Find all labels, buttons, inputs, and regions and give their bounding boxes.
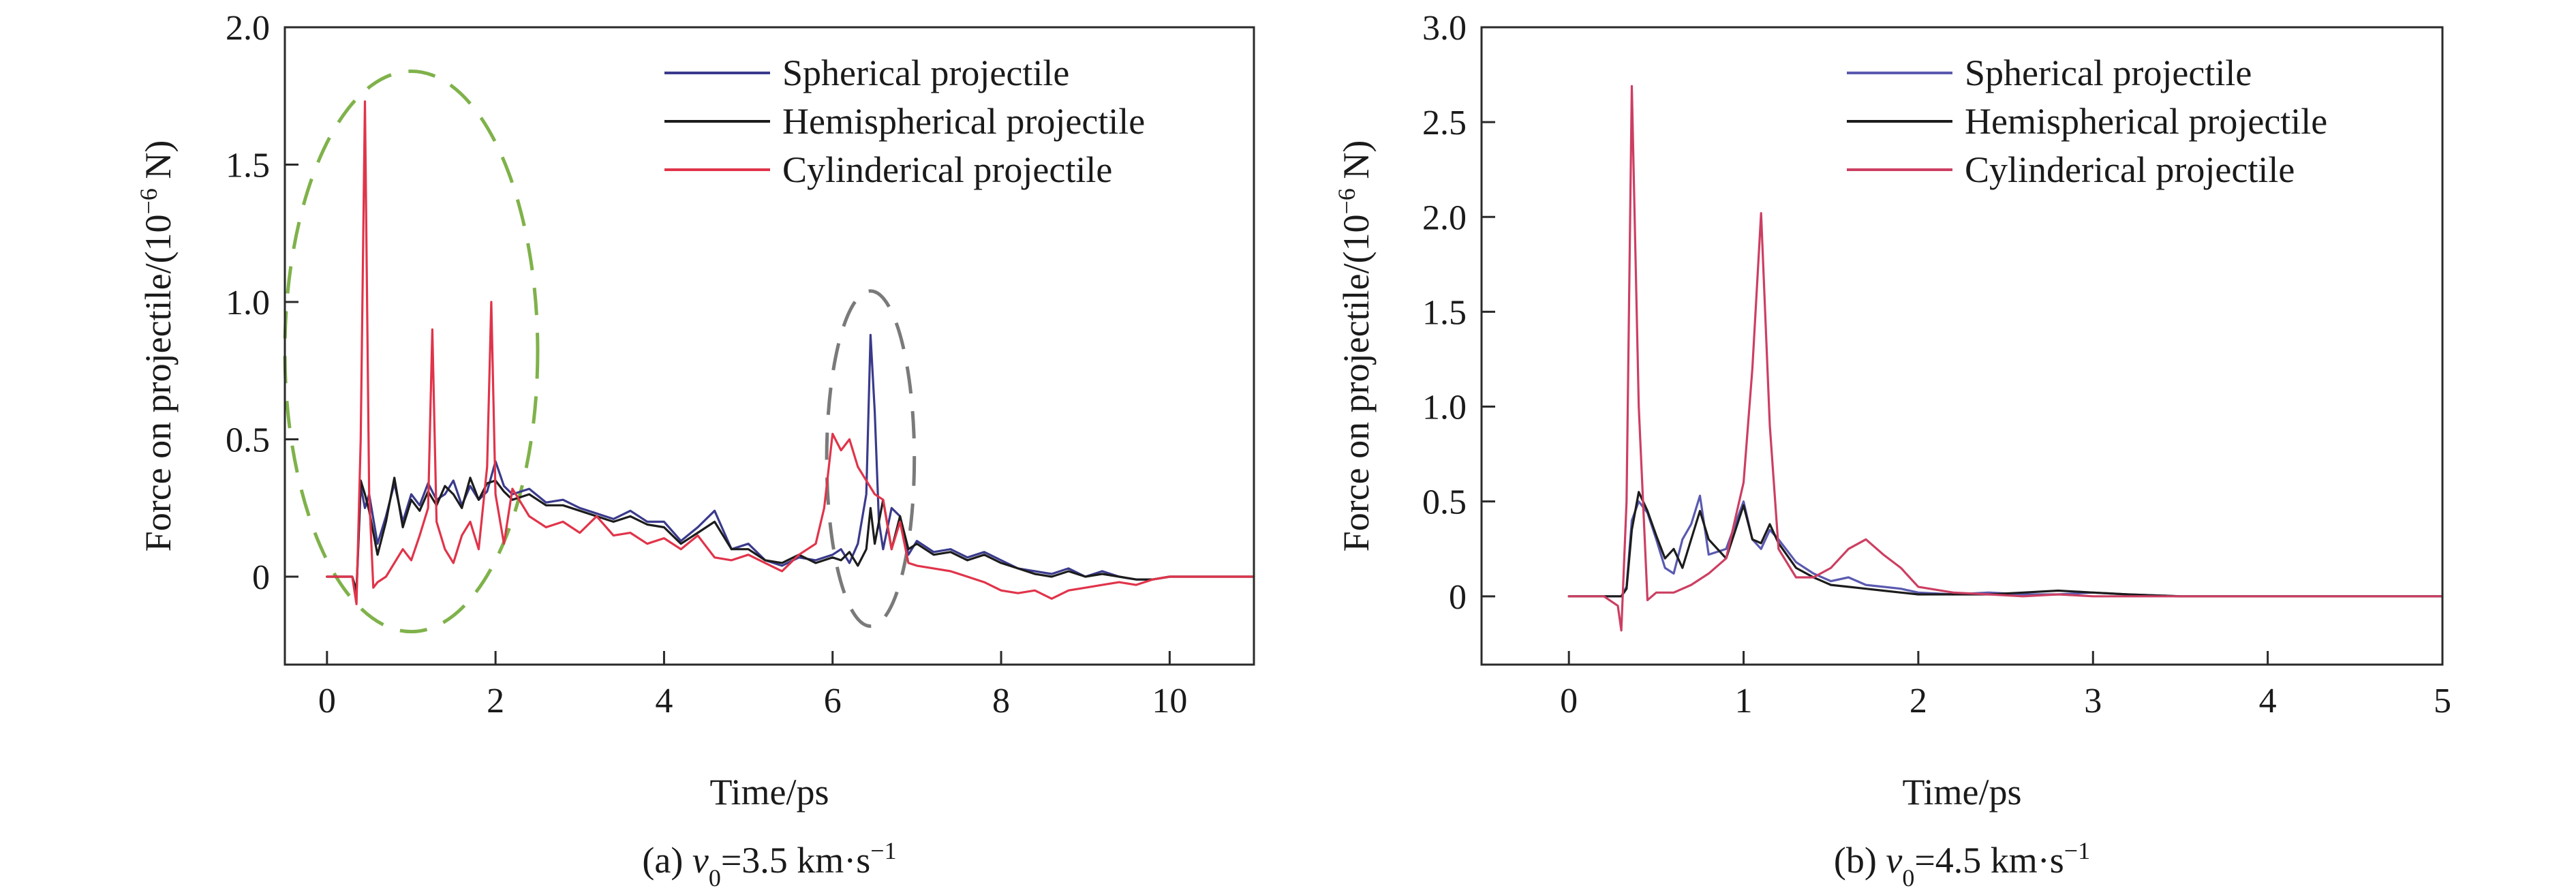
plot-frame [1480, 26, 2444, 666]
panel-caption: (b) v0=4.5 km·s−1 [1834, 837, 2090, 892]
legend: Spherical projectile Hemispherical projec… [1847, 52, 2327, 190]
series-line-cylinderical-projectile [326, 100, 1255, 605]
y-tick-label: 1.0 [1422, 389, 1467, 427]
y-tick-label: 1.5 [1422, 293, 1467, 332]
x-tick-label: 2 [487, 682, 504, 720]
highlight-ellipse-2 [825, 289, 917, 628]
x-tick-label: 0 [318, 682, 336, 720]
legend-label: Hemispherical projectile [1965, 101, 2327, 142]
x-tick-label: 6 [824, 682, 842, 720]
y-tick-label: 0.5 [1422, 483, 1467, 522]
y-tick-label: 2.0 [226, 9, 270, 48]
x-tick-label: 2 [1910, 682, 1927, 720]
highlight-ellipse-1 [283, 69, 540, 634]
x-tick-label: 1 [1735, 682, 1753, 720]
panel-b: 0 1 2 3 4 5 0 0.5 1.0 1.5 2.0 2.5 3.0 Time/ps Force on… [1333, 9, 2451, 892]
series-line-hemispherical-projectile [326, 476, 1255, 592]
x-tick-label: 5 [2434, 682, 2451, 720]
plot-frame [283, 26, 1255, 666]
y-tick-label: 0 [252, 558, 270, 597]
legend-label: Hemispherical projectile [782, 101, 1145, 142]
y-tick-label: 3.0 [1422, 9, 1467, 48]
series-line-hemispherical-projectile [1567, 491, 2444, 598]
legend: Spherical projectile Hemispherical projec… [664, 52, 1145, 190]
x-tick-label: 10 [1152, 682, 1187, 720]
series-line-spherical-projectile [326, 333, 1255, 594]
x-tick-label: 3 [2084, 682, 2102, 720]
y-tick-label: 0 [1449, 578, 1467, 617]
y-tick-label: 0.5 [226, 421, 270, 460]
series-line-cylinderical-projectile [1567, 85, 2444, 632]
y-axis-title: Force on projectile/(10−6 N) [135, 140, 179, 552]
legend-label: Spherical projectile [782, 52, 1069, 93]
x-axis-title: Time/ps [709, 772, 829, 813]
x-tick-label: 4 [655, 682, 673, 720]
x-tick-label: 0 [1560, 682, 1578, 720]
x-axis-title: Time/ps [1902, 772, 2021, 813]
legend-label: Cylinderical projectile [782, 149, 1112, 190]
legend-label: Spherical projectile [1965, 52, 2252, 93]
x-tick-label: 4 [2259, 682, 2277, 720]
y-tick-label: 1.5 [226, 147, 270, 185]
panel-a: 0 2 4 6 8 10 0 0.5 1.0 1.5 2.0 Time/ps Force on proj… [135, 9, 1255, 892]
panel-caption: (a) v0=3.5 km·s−1 [642, 837, 896, 892]
x-tick-label: 8 [992, 682, 1010, 720]
legend-label: Cylinderical projectile [1965, 149, 2295, 190]
y-tick-label: 1.0 [226, 284, 270, 322]
y-tick-label: 2.5 [1422, 104, 1467, 142]
y-tick-label: 2.0 [1422, 198, 1467, 237]
y-axis-title: Force on projectile/(10−6 N) [1333, 140, 1377, 552]
